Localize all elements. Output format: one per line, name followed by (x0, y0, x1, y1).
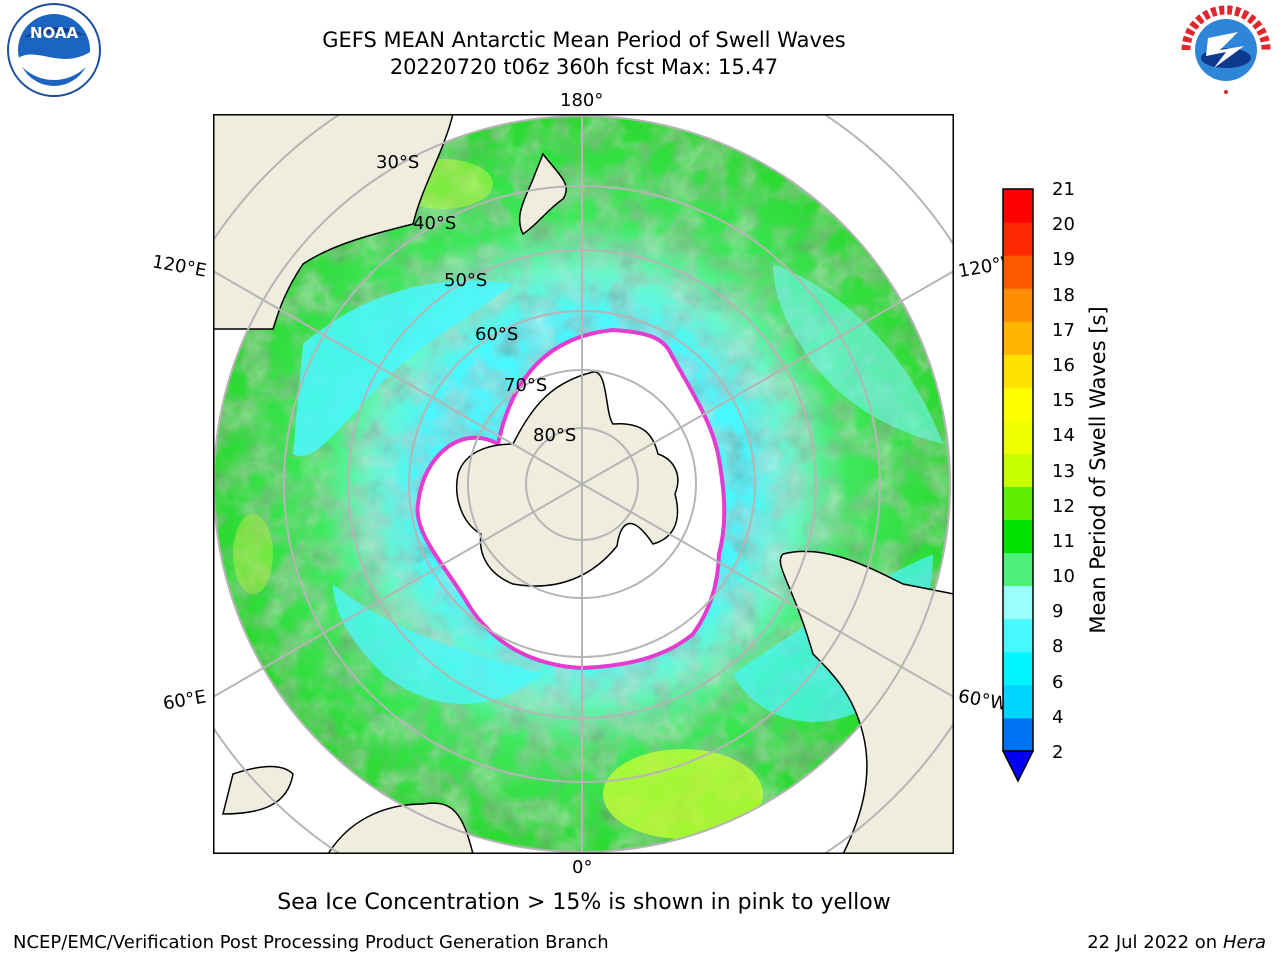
new-zealand (518, 152, 567, 236)
colorbar-tick-label: 2 (1052, 742, 1064, 763)
colorbar-segment (1003, 222, 1033, 256)
colorbar-tick-label: 17 (1052, 319, 1075, 341)
colorbar-segment (1003, 486, 1033, 521)
colorbar-tick-label: 19 (1052, 249, 1075, 271)
colorbar-segment (1003, 684, 1033, 719)
colorbar-tick-label: 4 (1052, 706, 1064, 728)
colorbar-tick-label: 12 (1052, 495, 1075, 517)
meridian-grid (213, 114, 954, 854)
colorbar-segment (1003, 255, 1033, 289)
meridian-label-0: 0° (572, 857, 593, 878)
colorbar-segment (1003, 651, 1033, 686)
colorbar-tick-label: 13 (1052, 460, 1075, 482)
colorbar-tick-label: 10 (1052, 566, 1075, 588)
colorbar-segment (1003, 354, 1033, 388)
meridian-label-180: 180° (560, 90, 604, 111)
colorbar-extension (1001, 750, 1035, 783)
latitude-label-40s: 40°S (413, 213, 457, 234)
colorbar-tick-label: 18 (1052, 284, 1075, 306)
credit-date: 22 Jul 2022 on Hera (1087, 932, 1266, 953)
colorbar-segment (1003, 420, 1033, 454)
colorbar-segment (1003, 321, 1033, 355)
colorbar-segment (1003, 717, 1033, 752)
sea-ice-note: Sea Ice Concentration > 15% is shown in … (277, 890, 891, 915)
meridian-label-60e: 60°E (161, 686, 208, 715)
colorbar-tick-label: 8 (1052, 636, 1064, 658)
polar-map (213, 114, 954, 854)
noaa-logo: NOAA (2, 2, 106, 98)
colorbar-segment (1003, 585, 1033, 620)
colorbar-tick-label: 15 (1052, 390, 1075, 412)
latitude-label-50s: 50°S (444, 270, 488, 291)
chart-subtitle: 20220720 t06z 360h fcst Max: 15.47 (389, 55, 779, 79)
latitude-label-70s: 70°S (504, 375, 548, 396)
colorbar-tick-label: 21 (1052, 179, 1075, 200)
colorbar-tick-label: 6 (1052, 671, 1064, 693)
credit-org: NCEP/EMC/Verification Post Processing Pr… (13, 932, 609, 953)
colorbar-tick-label: 14 (1052, 425, 1075, 447)
colorbar-segment (1003, 387, 1033, 421)
colorbar-tick-label: 11 (1052, 530, 1075, 552)
colorbar-tick-label: 9 (1052, 601, 1064, 623)
africa (327, 802, 474, 854)
latitude-label-30s: 30°S (376, 152, 420, 173)
chart-title: GEFS MEAN Antarctic Mean Period of Swell… (322, 28, 846, 52)
nws-logo (1174, 2, 1278, 98)
colorbar-segment (1003, 288, 1033, 322)
colorbar-tick-label: 16 (1052, 354, 1075, 376)
colorbar-segment (1003, 552, 1033, 587)
colorbar-tick-label: 20 (1052, 214, 1075, 236)
latitude-label-80s: 80°S (533, 425, 577, 446)
colorbar-label: Mean Period of Swell Waves [s] (1086, 306, 1110, 634)
svg-text:NOAA: NOAA (30, 24, 79, 42)
colorbar-segment (1003, 453, 1033, 488)
latitude-label-60s: 60°S (475, 324, 519, 345)
colorbar (1001, 188, 1035, 784)
colorbar-segment (1003, 618, 1033, 653)
antarctica (456, 371, 679, 587)
colorbar-segment (1003, 519, 1033, 554)
meridian-label-120e: 120°E (150, 251, 209, 282)
colorbar-segment (1003, 189, 1033, 223)
